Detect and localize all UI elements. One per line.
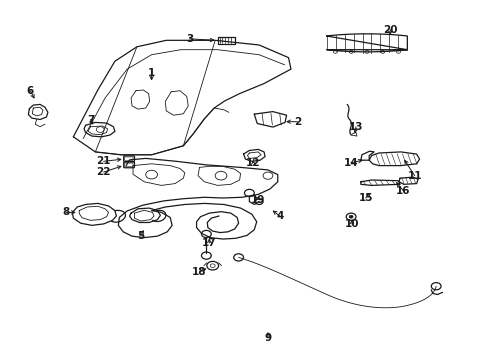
Text: 16: 16 (395, 186, 410, 196)
Text: 17: 17 (202, 238, 216, 248)
Text: 21: 21 (96, 156, 111, 166)
Text: 4: 4 (275, 211, 283, 221)
Text: 20: 20 (382, 24, 397, 35)
Text: 15: 15 (358, 193, 372, 203)
Text: 3: 3 (186, 34, 193, 44)
Text: 22: 22 (96, 167, 111, 177)
Text: 6: 6 (27, 86, 34, 96)
Text: 10: 10 (344, 219, 359, 229)
Text: 9: 9 (264, 333, 271, 343)
Text: 12: 12 (245, 158, 260, 168)
Text: 19: 19 (250, 195, 265, 205)
Text: 14: 14 (343, 158, 358, 168)
Text: 8: 8 (62, 207, 69, 217)
Text: 7: 7 (86, 114, 94, 125)
Circle shape (348, 215, 352, 218)
Text: 5: 5 (137, 231, 144, 241)
Text: 13: 13 (348, 122, 363, 132)
Text: 2: 2 (293, 117, 300, 127)
Text: 1: 1 (148, 68, 155, 78)
Text: 11: 11 (407, 171, 421, 181)
Text: 18: 18 (192, 267, 206, 277)
